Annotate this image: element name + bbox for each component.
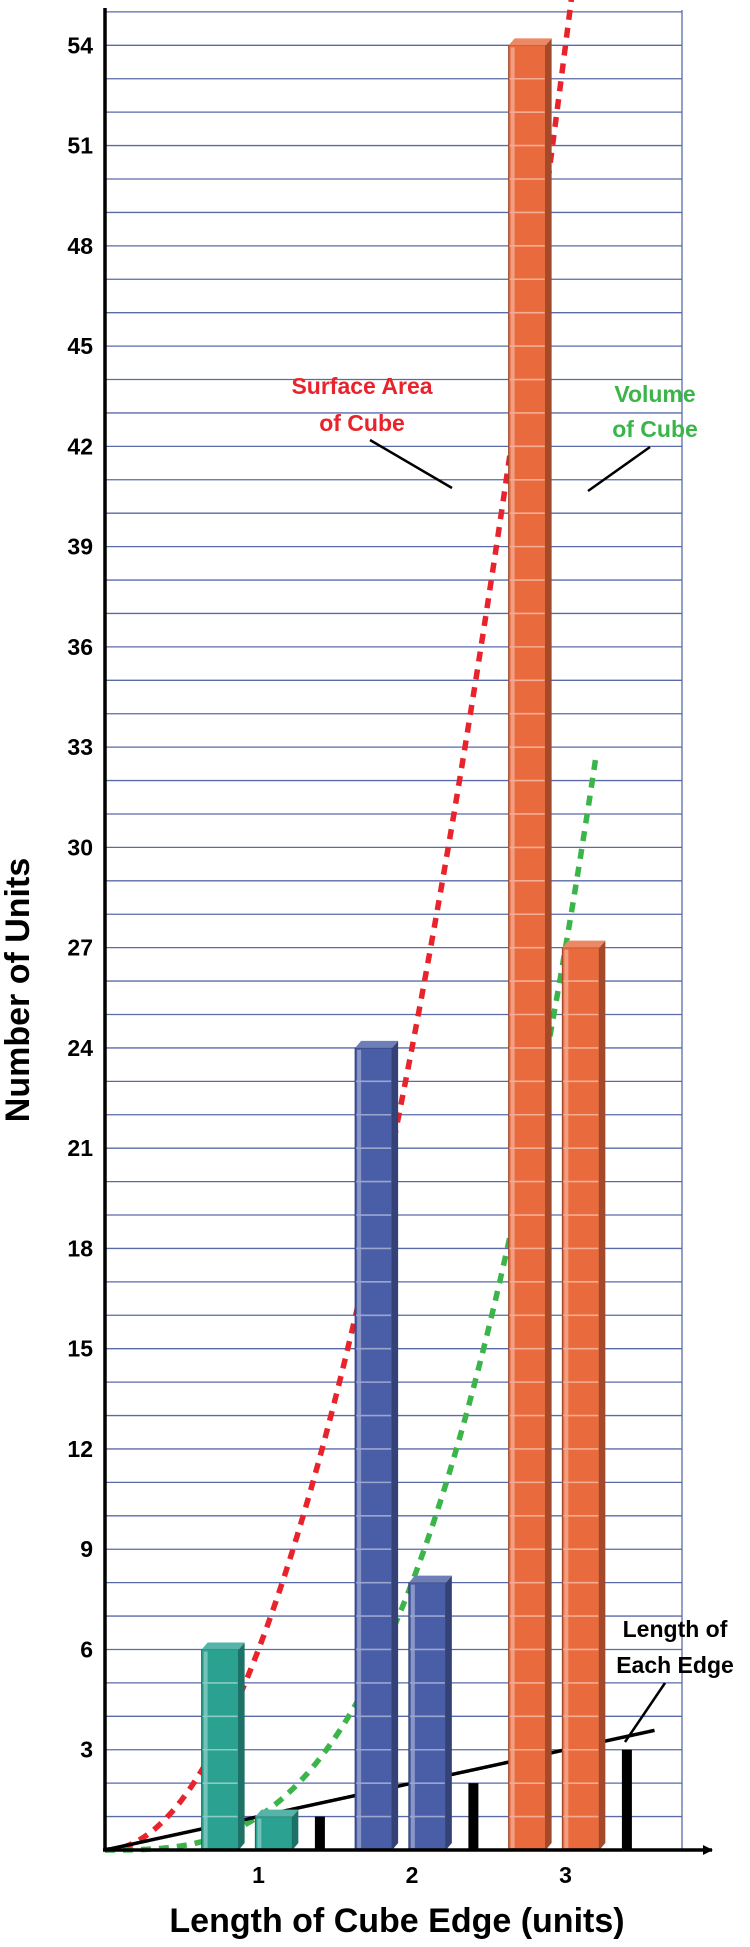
y-tick-label: 54 [67,32,93,58]
y-tick-label: 21 [67,1135,93,1161]
annotation-text: of Cube [319,410,405,436]
y-tick-label: 45 [67,333,93,359]
y-tick-label: 33 [67,734,93,760]
y-tick-label: 30 [67,834,93,860]
bar-top [508,38,552,46]
annotation-1: Surface Area of Cube [291,373,453,490]
bar-s2-c2 [408,1575,452,1851]
annotation-text: Length of [623,1616,728,1642]
bar-highlight [564,949,569,1848]
edge-bar-c2 [468,1783,479,1850]
bar-s2-c3 [561,940,606,1851]
y-tick-label: 51 [67,133,93,159]
y-tick-label: 12 [67,1436,93,1462]
y-tick-label: 9 [80,1536,93,1562]
bar-highlight [257,1818,262,1848]
x-tick-label: 3 [559,1862,572,1888]
y-tick-label: 3 [80,1737,93,1763]
y-tick-label: 6 [80,1636,93,1662]
x-axis-label: Length of Cube Edge (units) [169,1902,624,1940]
annotation-leader [369,438,453,490]
bar-s2-c1 [254,1809,299,1851]
bar-face [561,947,600,1851]
bar-side [445,1575,452,1850]
annotation-text: of Cube [612,416,698,442]
y-tick-label: 48 [67,233,93,259]
bar-top [562,940,606,948]
edge-bar-c3 [621,1749,632,1850]
x-tick-label: 2 [406,1862,419,1888]
bar-top [255,1809,299,1817]
annotation-text: Surface Area [291,373,432,399]
y-tick-label: 39 [67,534,93,560]
annotation-text: Each Edge [616,1652,734,1678]
annotation-text: Volume [614,381,695,407]
annotations: Surface Area of Cube Volume of Cube Length o… [291,373,734,1743]
annotation-3: Length of Each Edge [616,1616,734,1743]
bar-side [599,940,606,1850]
bar-top [355,1040,399,1048]
y-tick-label: 15 [67,1336,93,1362]
bar-s1-c2 [354,1040,399,1851]
y-axis-label: Number of Units [0,858,37,1122]
y-tick-label: 18 [67,1235,93,1261]
bar-top [408,1575,452,1583]
y-tick-label: 36 [67,634,93,660]
bars [201,38,632,1851]
y-tick-label: 24 [67,1035,93,1061]
annotation-2: Volume of Cube [587,381,698,493]
curve-6x2 [104,0,575,1853]
bar-side [392,1040,399,1850]
edge-bar-c1 [314,1816,325,1850]
bar-s1-c3 [508,38,552,1851]
bar-side [238,1642,245,1850]
annotation-leader [587,445,651,493]
y-tick-label: 27 [67,935,93,961]
y-tick-label: 42 [67,433,93,459]
annotation-leader [623,1682,667,1743]
x-tick-label: 1 [252,1862,265,1888]
bar-s1-c1 [201,1642,245,1851]
bar-side [292,1809,299,1850]
bar-top [201,1642,245,1650]
bar-side [545,38,552,1851]
